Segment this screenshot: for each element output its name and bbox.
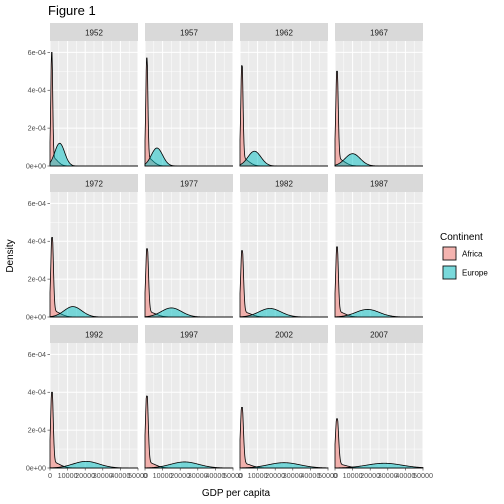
legend: Continent Africa Europe	[440, 232, 488, 280]
x-tick-label: 30000	[188, 471, 208, 480]
legend-entry-europe: Europe	[442, 265, 488, 280]
facet-strip	[240, 23, 328, 41]
x-tick-label: 30000	[283, 471, 303, 480]
x-tick-label: 50000	[223, 471, 243, 480]
facet-strip	[145, 325, 233, 343]
y-tick-label: 6e-04	[28, 350, 46, 359]
facet-1972: 1972 0e+00 2e-04 4e-04 6e-04	[26, 174, 139, 322]
x-tick-label: 40000	[205, 471, 225, 480]
x-tick-label: 50000	[318, 471, 338, 480]
facet-strip	[50, 23, 138, 41]
legend-swatch	[442, 246, 457, 261]
legend-entry-africa: Africa	[442, 246, 483, 261]
facet-1987: 1987	[334, 174, 424, 318]
facet-1952: 1952 0e+00 2e-04 4e-04 6e-04	[26, 23, 139, 171]
y-tick-label: 2e-04	[28, 124, 46, 133]
y-tick-label: 4e-04	[28, 237, 46, 246]
y-tick-label: 2e-04	[28, 426, 46, 435]
density-area-europe	[239, 462, 329, 469]
x-tick-label: 20000	[170, 471, 190, 480]
x-tick-label: 40000	[395, 471, 415, 480]
x-tick-label: 0	[333, 471, 337, 480]
density-area-europe	[334, 153, 423, 167]
facet-label: 1992	[85, 331, 103, 340]
legend-entries: Africa Europe	[442, 246, 488, 280]
y-tick-label: 2e-04	[28, 275, 46, 284]
x-tick-label: 20000	[75, 471, 95, 480]
density-area-europe	[144, 307, 233, 318]
y-tick-label: 6e-04	[28, 199, 46, 208]
facet-label: 1972	[85, 180, 103, 189]
facet-1967: 1967	[334, 23, 424, 167]
chart-title: Figure 1	[48, 3, 96, 18]
x-tick-label: 0	[143, 471, 147, 480]
facet-strip	[50, 325, 138, 343]
x-tick-label: 30000	[378, 471, 398, 480]
facet-label: 1962	[275, 29, 293, 38]
density-area-europe	[239, 150, 328, 167]
x-tick-label: 30000	[93, 471, 113, 480]
facet-label: 1967	[370, 29, 388, 38]
x-tick-label: 20000	[360, 471, 380, 480]
legend-label: Europe	[462, 269, 488, 278]
legend-label: Africa	[462, 250, 483, 259]
facet-strip	[145, 23, 233, 41]
x-tick-label: 0	[238, 471, 242, 480]
facet-label: 1957	[180, 29, 198, 38]
facet-label: 2002	[275, 331, 293, 340]
y-axis-title: Density	[5, 239, 16, 272]
facet-1982: 1982	[239, 174, 329, 318]
facet-strip	[240, 325, 328, 343]
facet-label: 1987	[370, 180, 388, 189]
facet-panels: 1952 0e+00 2e-04 4e-04 6e-04 1957 1962 1967 1972…	[26, 23, 433, 480]
x-tick-label: 40000	[110, 471, 130, 480]
facet-strip	[145, 174, 233, 192]
x-tick-label: 20000	[265, 471, 285, 480]
facet-label: 1982	[275, 180, 293, 189]
density-area-europe	[49, 460, 138, 469]
x-tick-label: 10000	[58, 471, 78, 480]
y-tick-label: 4e-04	[28, 388, 46, 397]
density-area-europe	[239, 308, 328, 318]
facet-label: 1952	[85, 29, 103, 38]
facet-label: 1997	[180, 331, 198, 340]
facet-strip	[335, 174, 423, 192]
facet-label: 2007	[370, 331, 388, 340]
facet-strip	[240, 174, 328, 192]
x-tick-label: 40000	[300, 471, 320, 480]
x-axis-title: GDP per capita	[202, 488, 271, 499]
legend-title: Continent	[440, 232, 483, 243]
x-tick-label: 0	[48, 471, 52, 480]
x-tick-label: 10000	[343, 471, 363, 480]
legend-swatch	[442, 265, 457, 280]
y-tick-label: 6e-04	[28, 48, 46, 57]
density-area-europe	[334, 309, 423, 318]
x-tick-label: 50000	[413, 471, 433, 480]
density-area-europe	[334, 462, 424, 469]
density-area-europe	[49, 306, 138, 318]
facet-1957: 1957	[144, 23, 234, 167]
facet-label: 1977	[180, 180, 198, 189]
facet-strip	[335, 23, 423, 41]
y-tick-label: 0e+00	[26, 464, 46, 473]
facet-1977: 1977	[144, 174, 234, 318]
x-tick-label: 50000	[128, 471, 148, 480]
facet-1962: 1962	[239, 23, 329, 167]
density-area-europe	[144, 461, 234, 469]
facet-strip	[50, 174, 138, 192]
y-tick-label: 0e+00	[26, 162, 46, 171]
x-tick-label: 10000	[248, 471, 268, 480]
y-tick-label: 4e-04	[28, 86, 46, 95]
density-area-europe	[144, 147, 233, 167]
x-tick-label: 10000	[153, 471, 173, 480]
facet-strip	[335, 325, 423, 343]
y-tick-label: 0e+00	[26, 313, 46, 322]
density-area-europe	[49, 142, 138, 167]
